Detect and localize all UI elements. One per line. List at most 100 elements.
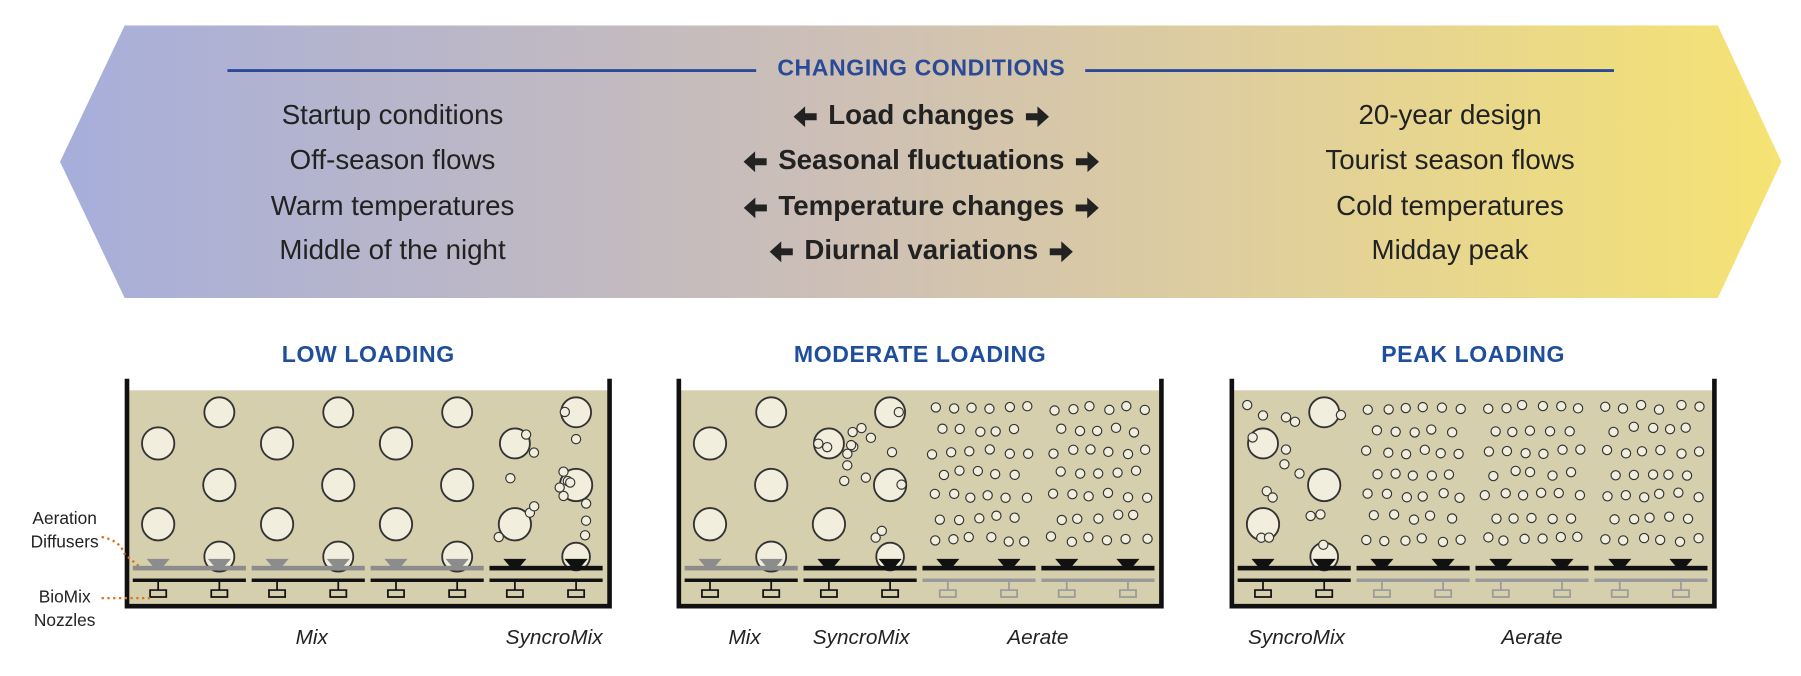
- nozzle: [1434, 581, 1453, 598]
- bubble: [1362, 404, 1373, 415]
- bubble: [972, 465, 984, 477]
- bubble: [965, 492, 976, 503]
- right-condition: Cold temperatures: [1336, 190, 1564, 221]
- bubble: [1093, 513, 1104, 524]
- nozzle: [1254, 581, 1272, 598]
- bubble: [1055, 466, 1066, 477]
- bubble: [989, 468, 1001, 480]
- bubble: [930, 535, 941, 546]
- bubble: [811, 507, 847, 542]
- bubble: [1400, 402, 1411, 414]
- bubble: [1009, 512, 1020, 523]
- bubble: [1602, 491, 1613, 502]
- bubble: [1547, 513, 1558, 525]
- nozzle: [1491, 581, 1510, 598]
- bubble: [948, 403, 960, 414]
- bubble: [896, 479, 907, 490]
- bubble: [754, 467, 789, 503]
- bubble: [1426, 470, 1438, 481]
- bubble: [1388, 509, 1400, 520]
- bubble: [1122, 448, 1134, 460]
- bubble: [1121, 400, 1132, 412]
- bubble: [1127, 509, 1139, 521]
- bubble: [528, 447, 540, 458]
- nozzle-bar: [684, 578, 798, 582]
- bubble: [1139, 404, 1151, 416]
- bubble: [322, 540, 355, 573]
- bubble: [1682, 513, 1694, 524]
- bubble: [1318, 539, 1329, 550]
- nozzle-bar: [803, 578, 917, 582]
- nozzle-bar: [370, 578, 484, 582]
- diffuser-bar: [922, 565, 1036, 571]
- callout-label: BioMix: [39, 587, 91, 607]
- bubble: [1280, 412, 1292, 423]
- bubble: [1601, 444, 1613, 456]
- banner-title: CHANGING CONDITIONS: [777, 54, 1065, 80]
- nozzle: [701, 581, 719, 598]
- section-label: SyncroMix: [506, 626, 604, 649]
- bubble: [930, 402, 942, 413]
- bubble: [954, 423, 965, 435]
- diffuser: [698, 558, 722, 567]
- bubble: [1305, 510, 1316, 522]
- bubble: [1102, 487, 1114, 499]
- bubble: [580, 498, 592, 509]
- bubble: [1620, 448, 1632, 459]
- bubble: [1526, 512, 1537, 524]
- bubble: [1617, 535, 1629, 546]
- diffuser-bar: [370, 565, 484, 571]
- bubble: [1068, 403, 1079, 415]
- banner: [60, 25, 1782, 298]
- bubble: [990, 426, 1001, 437]
- nozzle: [1553, 581, 1571, 598]
- bubble: [937, 423, 948, 434]
- bubble: [1083, 531, 1094, 543]
- bubble: [558, 490, 569, 502]
- arrow-icon: [793, 106, 817, 128]
- bubble: [1009, 469, 1020, 481]
- bubble: [1056, 423, 1067, 434]
- tank: [676, 378, 1164, 609]
- bubble: [1453, 448, 1464, 460]
- bubble: [1049, 405, 1060, 416]
- bubble: [1693, 533, 1704, 544]
- bubble: [1141, 492, 1153, 503]
- bubble: [876, 525, 887, 537]
- bubble: [558, 466, 569, 477]
- bubble: [1455, 534, 1466, 545]
- bubble: [1416, 533, 1427, 544]
- bubble: [1664, 511, 1675, 522]
- bubble: [440, 467, 475, 503]
- nozzle: [1315, 581, 1334, 598]
- bubble: [1609, 514, 1620, 525]
- nozzle-bar: [1356, 578, 1470, 582]
- bubble: [580, 515, 592, 526]
- diffuser: [1669, 558, 1693, 567]
- bubble: [1263, 532, 1275, 543]
- bubble: [1508, 513, 1519, 524]
- left-condition: Startup conditions: [282, 99, 504, 130]
- bubble: [1490, 426, 1501, 437]
- diffuser: [564, 558, 588, 567]
- bubble: [1535, 487, 1547, 499]
- arrow-icon: [1049, 241, 1073, 263]
- bubble: [1610, 470, 1621, 481]
- tank: [124, 378, 612, 609]
- bubble: [1501, 403, 1512, 414]
- bubble: [974, 513, 985, 524]
- diffuser: [997, 558, 1021, 567]
- diffuser-bar: [489, 565, 603, 571]
- bubble: [378, 426, 414, 461]
- nozzle-bar: [1041, 578, 1155, 582]
- bubble: [1437, 536, 1449, 548]
- bubble: [847, 426, 858, 438]
- bubble: [975, 426, 986, 437]
- right-condition: Midday peak: [1372, 234, 1529, 265]
- diffuser: [1055, 558, 1079, 567]
- nozzle: [268, 581, 287, 598]
- bubble: [1479, 490, 1491, 501]
- bubble: [1130, 465, 1142, 476]
- diffuser: [265, 558, 289, 567]
